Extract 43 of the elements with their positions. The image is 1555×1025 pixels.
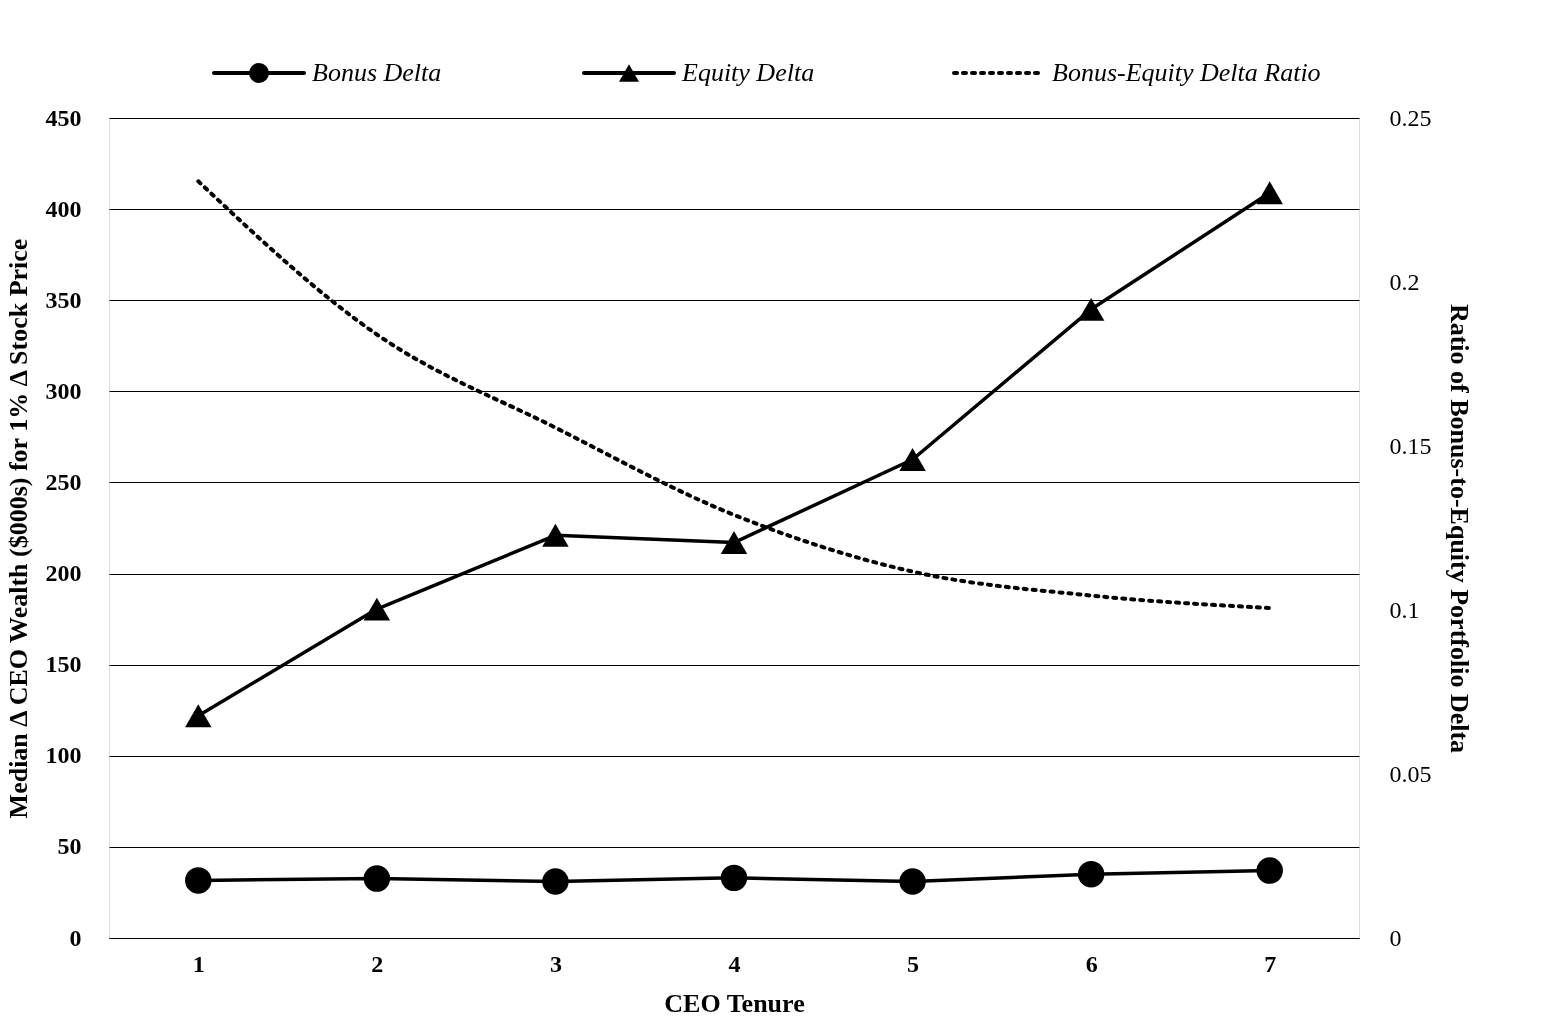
point <box>1077 297 1105 321</box>
y-tick-label: 150 <box>45 651 82 678</box>
y-tick-label: 250 <box>45 468 82 495</box>
y2-tick-label: 0.2 <box>1389 268 1420 295</box>
x-tick-label: 1 <box>192 950 205 977</box>
x-tick-label: 7 <box>1264 950 1277 977</box>
x-tick-label: 2 <box>371 950 384 977</box>
y2-tick-label: 0.05 <box>1389 760 1432 787</box>
y2-tick-label: 0.25 <box>1389 104 1432 131</box>
point <box>542 523 569 547</box>
x-tick-label: 5 <box>907 950 920 977</box>
x-tick-label: 4 <box>728 950 741 977</box>
y2-tick-label: 0 <box>1389 924 1402 951</box>
y-tick-label: 100 <box>45 742 82 769</box>
y-tick-label: 450 <box>45 104 82 131</box>
y-tick-label: 300 <box>45 377 82 404</box>
point <box>720 531 748 555</box>
y-axis-title: Median Δ CEO Wealth ($000s) for 1% Δ Stock Price <box>3 238 33 819</box>
point <box>899 448 926 471</box>
x-tick-label: 3 <box>549 950 562 977</box>
legend-label: Bonus-Equity Delta Ratio <box>1052 58 1321 87</box>
y-tick-label: 400 <box>45 195 82 222</box>
point <box>899 868 926 895</box>
point <box>1256 857 1283 884</box>
point <box>1256 181 1283 205</box>
point <box>1077 861 1105 888</box>
legend-label: Equity Delta <box>681 58 815 87</box>
point <box>363 865 391 892</box>
y-tick-label: 350 <box>45 286 82 313</box>
y2-axis-title: Ratio of Bonus-to-Equity Portfolio Delta <box>1444 303 1474 754</box>
x-tick-label: 6 <box>1085 950 1098 977</box>
point <box>720 864 748 892</box>
point <box>185 867 212 894</box>
y-tick-label: 0 <box>69 924 82 951</box>
legend-label: Bonus Delta <box>312 58 442 87</box>
y2-tick-label: 0.15 <box>1389 432 1432 459</box>
x-axis-title: CEO Tenure <box>664 988 805 1018</box>
y2-tick-label: 0.1 <box>1389 596 1420 623</box>
point <box>185 704 212 728</box>
y-tick-label: 50 <box>57 833 82 860</box>
y-tick-label: 200 <box>45 560 82 587</box>
point <box>363 597 391 621</box>
point <box>542 868 569 895</box>
